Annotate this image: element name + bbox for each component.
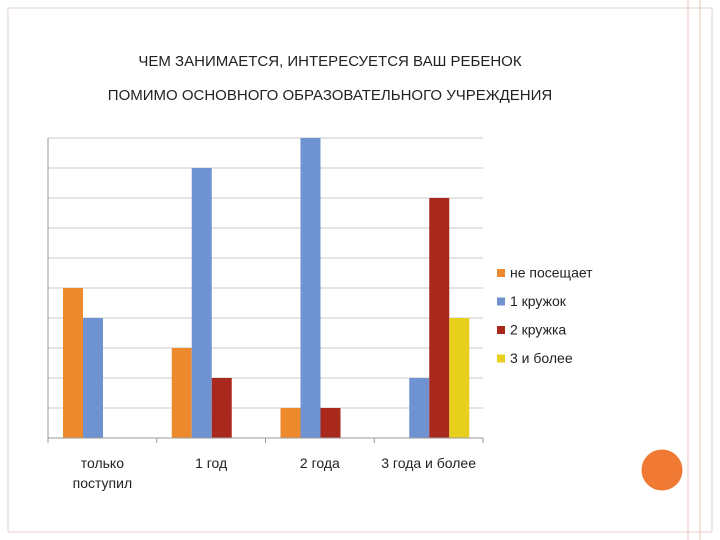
- x-tick-label: только поступил: [72, 455, 133, 491]
- decor-circle: [638, 446, 686, 494]
- bar: [300, 138, 321, 438]
- legend-swatch: [497, 269, 505, 277]
- legend-label: не посещает: [510, 265, 593, 281]
- legend-swatch: [497, 326, 505, 334]
- x-tick-label: 1 год: [195, 455, 228, 471]
- chart-title: ЧЕМ ЗАНИМАЕТСЯ, ИНТЕРЕСУЕТСЯ ВАШ РЕБЕНОК: [138, 53, 521, 70]
- bar: [429, 198, 450, 438]
- frame: [7, 7, 713, 533]
- bar: [211, 378, 232, 438]
- bar: [83, 318, 103, 438]
- legend-swatch: [497, 297, 505, 306]
- x-tick-label: 2 года: [299, 455, 340, 471]
- bar: [171, 348, 192, 438]
- bar: [409, 378, 430, 438]
- bar: [63, 288, 83, 438]
- x-tick-label: 3 года и более: [381, 455, 476, 471]
- bar: [280, 408, 301, 438]
- bar: [449, 318, 470, 438]
- legend-swatch: [497, 354, 505, 363]
- bar: [320, 408, 341, 438]
- legend-label: 2 кружка: [510, 322, 566, 338]
- chart-title: ПОМИМО ОСНОВНОГО ОБРАЗОВАТЕЛЬНОГО УЧРЕЖД…: [108, 87, 552, 104]
- legend-label: 1 кружок: [510, 293, 567, 309]
- legend-label: 3 и более: [510, 350, 573, 366]
- bar: [191, 168, 212, 438]
